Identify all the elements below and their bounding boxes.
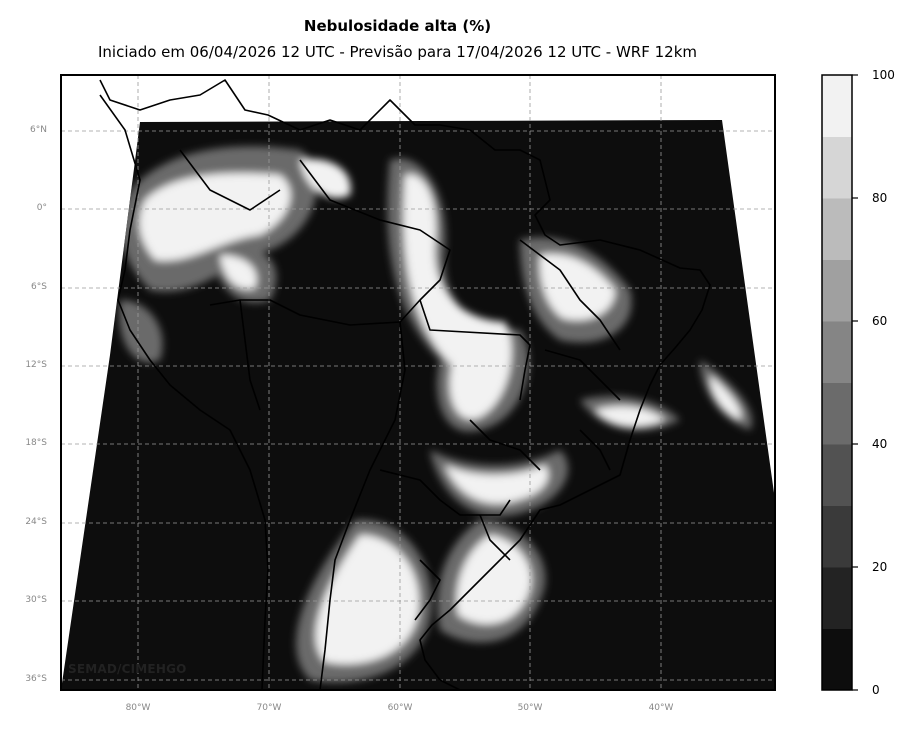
wrf-domain bbox=[61, 120, 775, 690]
colorbar-label: 40 bbox=[872, 437, 888, 451]
lon-label: 50°W bbox=[517, 703, 543, 713]
colorbar-swatch bbox=[822, 505, 852, 568]
colorbar-swatch bbox=[822, 136, 852, 199]
map-title: Nebulosidade alta (%) bbox=[303, 17, 492, 35]
lon-label: 60°W bbox=[387, 703, 413, 713]
colorbar-swatch bbox=[822, 198, 852, 260]
colorbar-swatch bbox=[822, 628, 852, 691]
colorbar-swatch bbox=[822, 75, 852, 137]
lon-label: 80°W bbox=[125, 703, 151, 713]
lat-label: 0° bbox=[36, 203, 47, 213]
map-frame bbox=[60, 74, 776, 691]
map-subtitle: Iniciado em 06/04/2026 12 UTC - Previsão… bbox=[97, 43, 698, 61]
lat-label: 12°S bbox=[25, 360, 47, 370]
colorbar-swatch bbox=[822, 567, 852, 629]
high-cloud-areas bbox=[119, 146, 752, 683]
colorbar-swatch bbox=[822, 444, 852, 506]
colorbar-label: 20 bbox=[872, 560, 888, 574]
map-area bbox=[61, 75, 775, 690]
colorbar-swatch bbox=[822, 321, 852, 383]
colorbar-ticks bbox=[852, 74, 858, 691]
colorbar-label: 80 bbox=[872, 191, 888, 205]
lat-label: 18°S bbox=[25, 438, 47, 448]
colorbar bbox=[822, 75, 852, 691]
lat-label: 30°S bbox=[25, 595, 47, 605]
country-borders bbox=[99, 79, 711, 690]
colorbar-frame bbox=[821, 74, 853, 691]
lat-label: 6°S bbox=[31, 282, 47, 292]
colorbar-label: 100 bbox=[872, 68, 895, 82]
colorbar-swatch bbox=[822, 382, 852, 445]
graticule bbox=[61, 75, 775, 690]
colorbar-swatch bbox=[822, 259, 852, 322]
colorbar-label: 0 bbox=[872, 683, 880, 697]
lat-label: 6°N bbox=[30, 125, 47, 135]
lon-label: 70°W bbox=[256, 703, 282, 713]
lat-label: 24°S bbox=[25, 517, 47, 527]
lat-label: 36°S bbox=[25, 674, 47, 684]
lon-label: 40°W bbox=[648, 703, 674, 713]
credit-watermark: SEMAD/CIMEHGO bbox=[68, 662, 187, 676]
colorbar-label: 60 bbox=[872, 314, 888, 328]
